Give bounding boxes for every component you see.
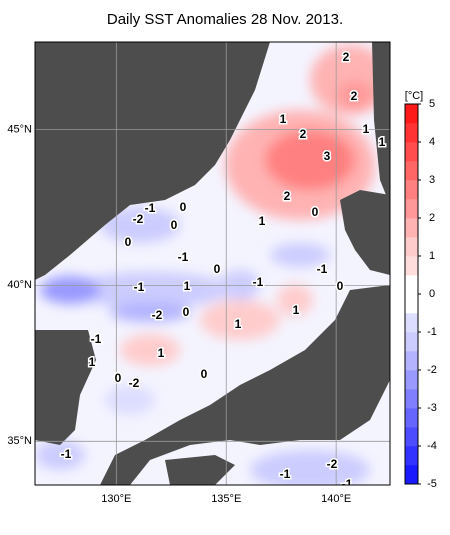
colorbar-bin xyxy=(405,237,418,257)
contour-label: -1 xyxy=(134,280,145,294)
contour-label: 3 xyxy=(324,149,331,163)
colorbar-bin xyxy=(405,389,418,409)
contour-label: -1 xyxy=(145,201,156,215)
colorbar-bin xyxy=(405,294,418,314)
lat-tick-label: 35°N xyxy=(7,435,32,447)
contour-label: 0 xyxy=(115,371,122,385)
title: Daily SST Anomalies 28 Nov. 2013. xyxy=(107,11,343,28)
contour-label: 2 xyxy=(343,50,350,64)
colorbar-tick-label: -3 xyxy=(427,402,437,414)
lat-tick-label: 40°N xyxy=(7,279,32,291)
colorbar-bin xyxy=(405,275,418,295)
contour-label: 0 xyxy=(180,200,187,214)
contour-label: 0 xyxy=(214,262,221,276)
contour-label: -1 xyxy=(317,262,328,276)
contour-label: -2 xyxy=(133,212,144,226)
colorbar-bin xyxy=(405,427,418,447)
colorbar-tick-label: 5 xyxy=(429,98,435,110)
anomaly-field xyxy=(35,45,390,485)
contour-label: 2 xyxy=(351,89,358,103)
graticule xyxy=(35,42,390,485)
colorbar-bin xyxy=(405,256,418,276)
colorbar-unit: [°C] xyxy=(405,90,423,102)
colorbar-bin xyxy=(405,408,418,428)
contour-label: -1 xyxy=(178,250,189,264)
contour-label: 2 xyxy=(284,189,291,203)
lon-tick-label: 130°E xyxy=(101,493,131,505)
colorbar-bin xyxy=(405,199,418,219)
contour-label: 0 xyxy=(337,279,344,293)
contour-label: -1 xyxy=(280,467,291,481)
colorbar-tick-label: 3 xyxy=(429,174,435,186)
colorbar-tick-label: 1 xyxy=(429,250,435,262)
colorbar-bin xyxy=(405,332,418,352)
contour-label: 1 xyxy=(379,135,386,149)
colorbar-bin xyxy=(405,465,418,485)
contour-label: -1 xyxy=(91,332,102,346)
contour-label: -1 xyxy=(61,447,72,461)
colorbar-tick-label: -2 xyxy=(427,364,437,376)
land xyxy=(35,42,390,485)
colorbar-bin xyxy=(405,351,418,371)
contour-label: 1 xyxy=(293,303,300,317)
contour-label: 1 xyxy=(89,355,96,369)
map-frame xyxy=(34,41,391,486)
colorbar-bin xyxy=(405,104,418,124)
axes: 130°E 135°E 140°E 35°N 40°N 45°N xyxy=(7,123,351,505)
contour-label: 2 xyxy=(300,127,307,141)
colorbar: 5 4 3 2 1 0 -1 -2 -3 -4 -5 xyxy=(404,98,437,490)
colorbar-bin xyxy=(405,161,418,181)
contour-label: -2 xyxy=(129,376,140,390)
contour-label: 1 xyxy=(158,346,165,360)
colorbar-tick-label: 0 xyxy=(429,288,435,300)
contour-label: 1 xyxy=(363,122,370,136)
colorbar-bin xyxy=(405,446,418,466)
contour-label: -1 xyxy=(253,275,264,289)
lat-tick-label: 45°N xyxy=(7,123,32,135)
colorbar-tick-label: 4 xyxy=(429,136,435,148)
contour-label: 0 xyxy=(201,367,208,381)
contour-label: -2 xyxy=(327,457,338,471)
contour-label: 0 xyxy=(125,235,132,249)
colorbar-tick-label: -4 xyxy=(427,440,437,452)
colorbar-tick-label: -5 xyxy=(427,478,437,490)
contour-label: -1 xyxy=(342,477,353,491)
colorbar-bin xyxy=(405,142,418,162)
colorbar-bin xyxy=(405,218,418,238)
colorbar-tick-label: -1 xyxy=(427,326,437,338)
colorbar-bin xyxy=(405,123,418,143)
contour-label: 1 xyxy=(184,279,191,293)
contour-label: 0 xyxy=(183,305,190,319)
colorbar-bin xyxy=(405,180,418,200)
contour-label: -2 xyxy=(152,308,163,322)
contour-label: 1 xyxy=(280,112,287,126)
lon-tick-label: 140°E xyxy=(321,493,351,505)
colorbar-bin xyxy=(405,313,418,333)
lon-tick-label: 135°E xyxy=(211,493,241,505)
contour-label: 0 xyxy=(171,218,178,232)
colorbar-bin xyxy=(405,370,418,390)
colorbar-tick-label: 2 xyxy=(429,212,435,224)
contour-label: 1 xyxy=(259,214,266,228)
contour-label: 1 xyxy=(235,317,242,331)
contour-label: 0 xyxy=(312,205,319,219)
